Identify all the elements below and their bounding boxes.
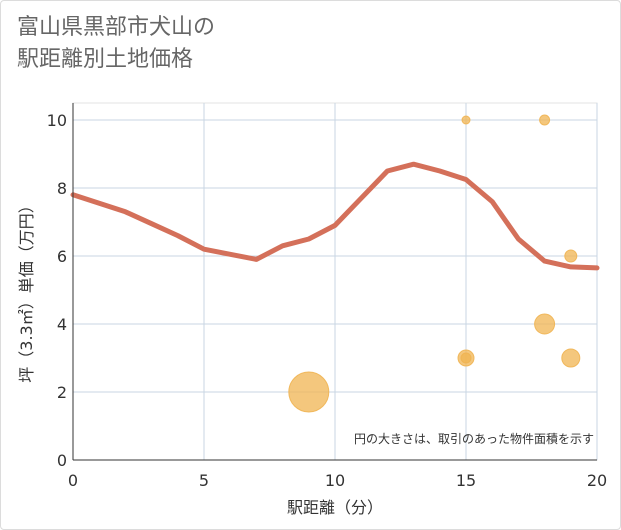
transaction-bubble (539, 114, 551, 126)
transaction-bubble (564, 249, 578, 263)
price-line (70, 161, 600, 271)
x-axis-label: 駅距離（分） (287, 498, 383, 517)
transaction-bubble (561, 348, 581, 368)
y-tick-label: 0 (57, 451, 67, 470)
y-axis-label: 坪（3.3㎡）単価（万円） (17, 197, 36, 382)
transaction-bubble (460, 352, 472, 364)
transaction-bubble (534, 313, 556, 335)
y-tick-label: 6 (57, 247, 67, 266)
x-tick-label: 10 (325, 471, 345, 490)
y-tick-label: 10 (47, 111, 67, 130)
grid (72, 102, 598, 461)
price-line-series (70, 161, 600, 271)
x-tick-label: 0 (68, 471, 78, 490)
transaction-scatter-series (288, 114, 581, 413)
y-tick-label: 2 (57, 383, 67, 402)
chart-title-line-2: 駅距離別土地価格 (17, 47, 194, 72)
y-tick-label: 4 (57, 315, 67, 334)
transaction-bubble (461, 115, 471, 125)
chart-title-line-1: 富山県黒部市犬山の (17, 15, 216, 40)
chart-title: 富山県黒部市犬山の 駅距離別土地価格 (17, 12, 215, 76)
transaction-bubble (288, 371, 330, 413)
axes: 0 5 10 15 20 0 2 4 6 8 10 (47, 103, 607, 490)
x-tick-label: 15 (456, 471, 476, 490)
x-tick-label: 5 (199, 471, 209, 490)
bubble-size-note: 円の大きさは、取引のあった物件面積を示す (354, 431, 594, 446)
x-tick-label: 20 (587, 471, 607, 490)
y-tick-label: 8 (57, 179, 67, 198)
